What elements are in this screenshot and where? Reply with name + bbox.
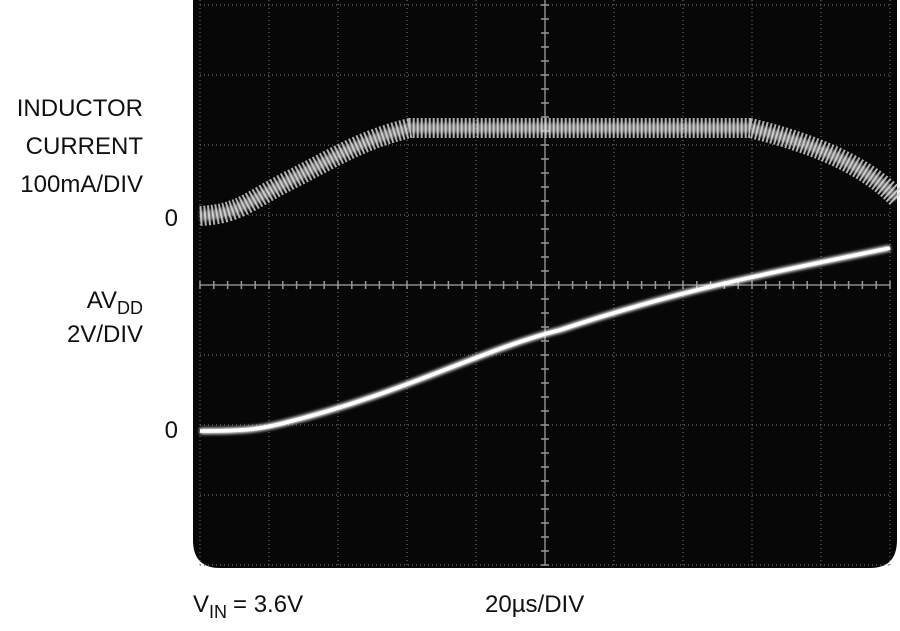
channel-name: AV [87, 287, 117, 314]
channel-scale: 100mA/DIV [20, 171, 143, 198]
zero-marker: 0 [165, 205, 178, 232]
input-voltage: VIN = 3.6V [193, 591, 303, 622]
vin-value: = 3.6V [233, 591, 303, 618]
graticule [199, 0, 891, 566]
channel-scale: 2V/DIV [67, 321, 143, 348]
inductor-current-glow [199, 123, 900, 221]
channel-label: INDUCTOR [17, 95, 143, 122]
channel-subscript: DD [117, 298, 143, 318]
timebase: 20µs/DIV [485, 591, 584, 618]
vin-name: V [193, 591, 209, 618]
channel-label: CURRENT [26, 133, 144, 160]
avdd-trace [199, 246, 891, 433]
vin-subscript: IN [209, 602, 227, 622]
zero-marker: 0 [165, 417, 178, 444]
channel-label: AVDD [87, 287, 143, 318]
